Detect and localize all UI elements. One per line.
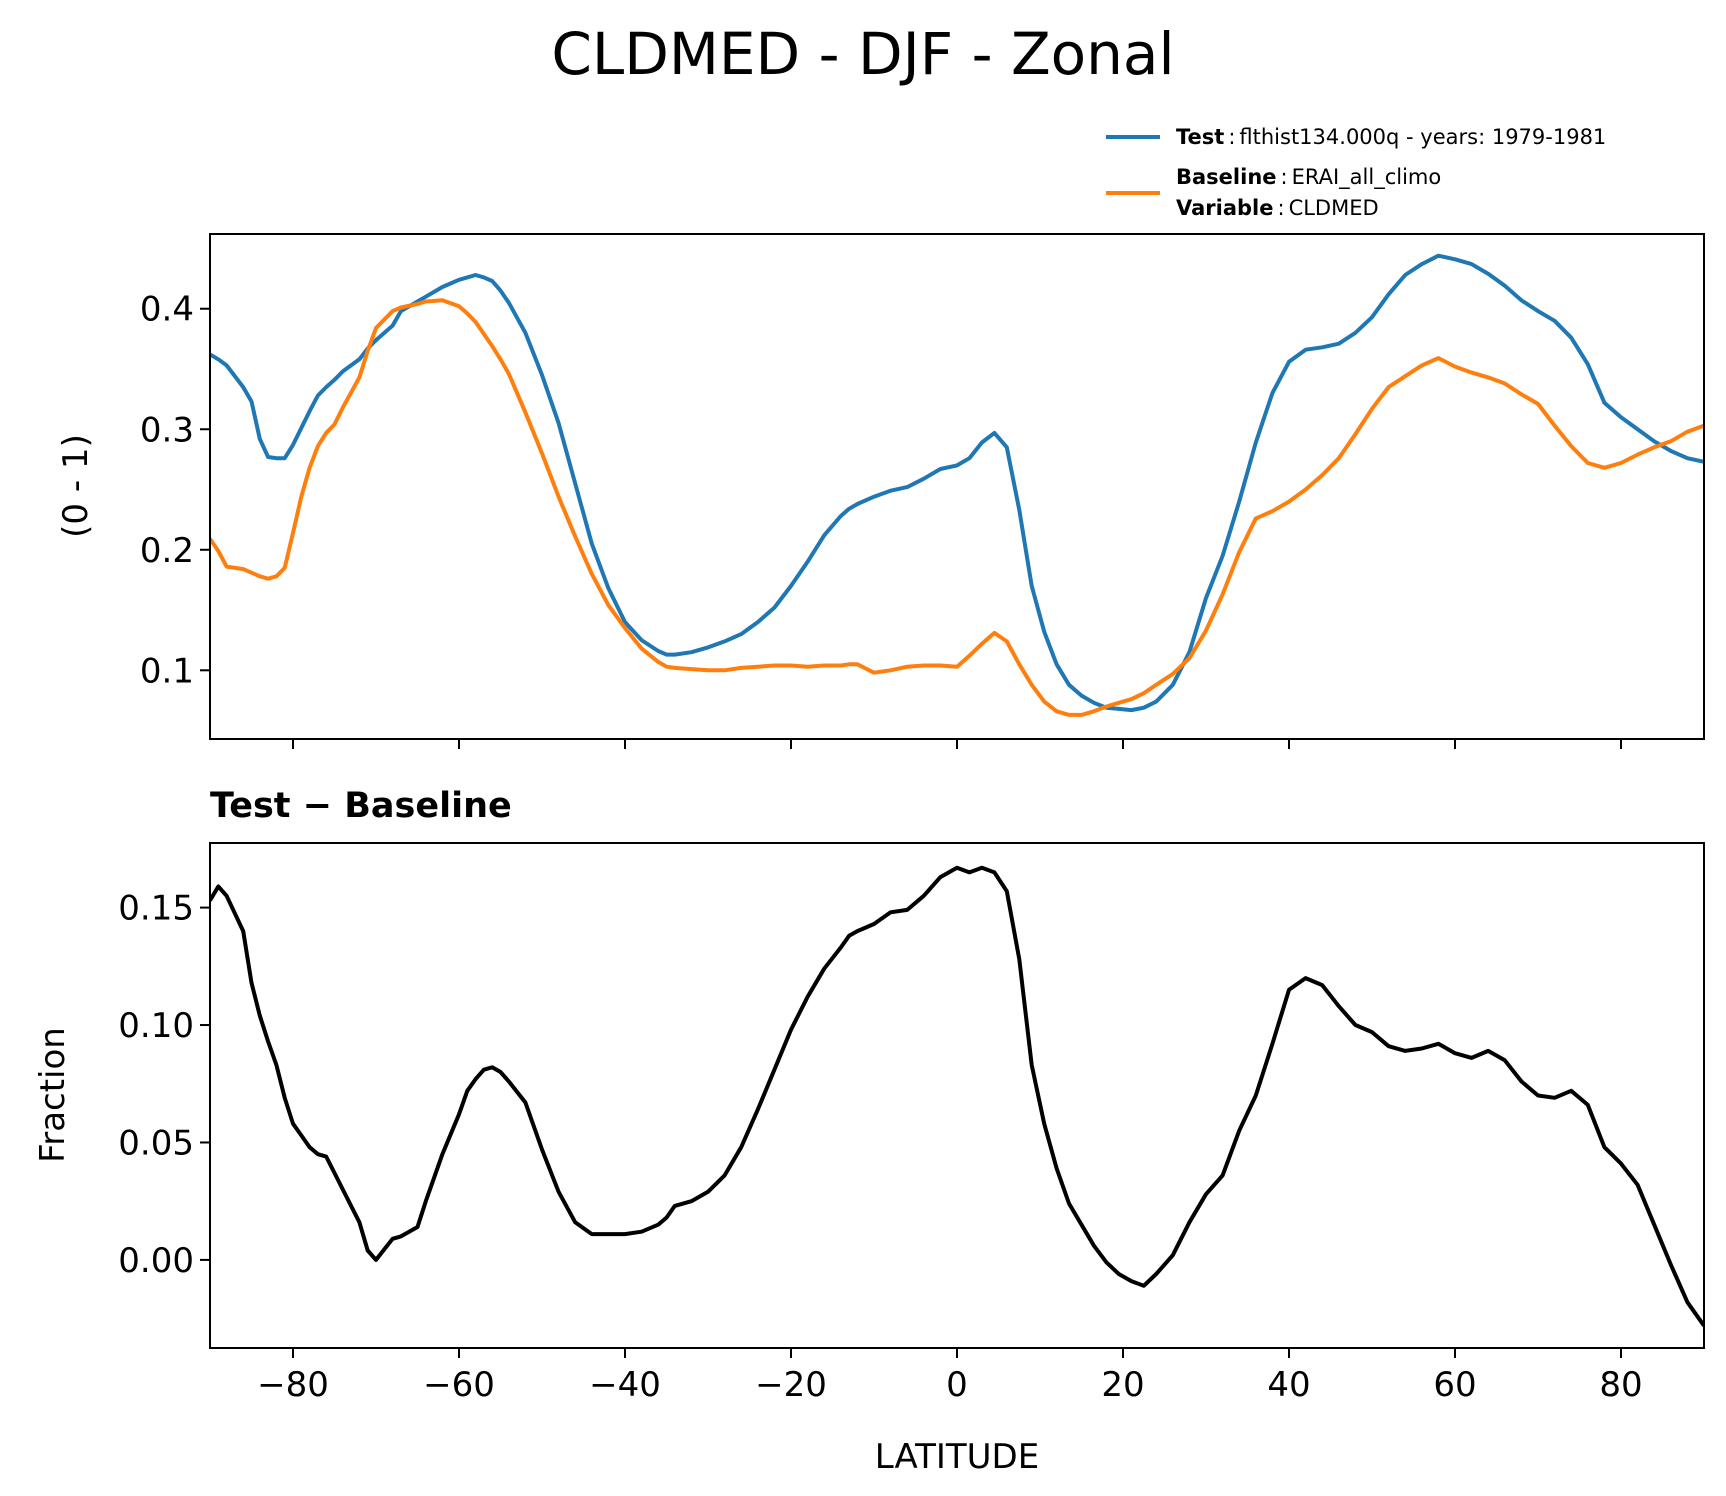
top-ytick-label: 0.1 bbox=[140, 651, 194, 691]
bottom-ylabel: Fraction bbox=[33, 1027, 73, 1163]
bottom-ytick-label: 0.15 bbox=[118, 889, 194, 929]
top-y-ticks: 0.1 0.2 0.3 0.4 bbox=[140, 290, 210, 691]
top-ytick-label: 0.3 bbox=[140, 410, 194, 450]
legend-test-label: Test: flthist134.000q - years: 1979-1981 bbox=[1176, 125, 1606, 149]
series-line-test-baseline bbox=[210, 865, 1704, 1327]
legend-variable-label: Variable: CLDMED bbox=[1176, 196, 1379, 220]
top-ytick-label: 0.4 bbox=[140, 290, 194, 330]
bottom-xtick-label: 80 bbox=[1599, 1365, 1642, 1405]
bottom-xtick-label: 60 bbox=[1433, 1365, 1476, 1405]
bottom-panel: Test − Baseline 0.000.050.100.15 −80 −60−… bbox=[33, 786, 1705, 1477]
bottom-ytick-label: 0.05 bbox=[118, 1123, 194, 1163]
series-line-baseline bbox=[210, 298, 1704, 717]
bottom-xtick-label: 40 bbox=[1267, 1365, 1310, 1405]
bottom-x-ticks: −80 −60 −40 −20 0 20 40 60 80 bbox=[257, 1348, 1643, 1405]
legend: Test: flthist134.000q - years: 1979-1981 … bbox=[1106, 125, 1606, 220]
top-axes-frame bbox=[209, 233, 1705, 740]
bottom-xtick-label: 0 bbox=[946, 1365, 968, 1405]
bottom-xtick-label: −40 bbox=[589, 1365, 661, 1405]
bottom-xtick-label: 20 bbox=[1101, 1365, 1144, 1405]
series-line-test bbox=[210, 253, 1704, 713]
bottom-axes-frame bbox=[209, 842, 1705, 1349]
bottom-ytick-label: 0.00 bbox=[118, 1241, 194, 1281]
bottom-ytick-label: 0.10 bbox=[118, 1006, 194, 1046]
top-panel: 0.1 0.2 0.3 0.4 (0 - 1) bbox=[56, 233, 1705, 749]
top-series bbox=[210, 253, 1704, 717]
top-ylabel: (0 - 1) bbox=[56, 434, 96, 538]
bottom-xtick-label: −20 bbox=[755, 1365, 827, 1405]
legend-baseline-label: Baseline: ERAI_all_climo bbox=[1176, 165, 1441, 190]
bottom-xlabel: LATITUDE bbox=[875, 1437, 1039, 1477]
bottom-xtick-label: −60 bbox=[423, 1365, 495, 1405]
top-x-ticks bbox=[292, 739, 1622, 749]
bottom-series bbox=[210, 865, 1704, 1327]
top-ytick-label: 0.2 bbox=[140, 531, 194, 571]
figure-title: CLDMED - DJF - Zonal bbox=[551, 20, 1174, 88]
bottom-y-ticks: 0.00 0.05 0.10 0.15 bbox=[118, 889, 210, 1281]
bottom-xtick-label: −80 bbox=[257, 1365, 329, 1405]
bottom-subtitle: Test − Baseline bbox=[210, 786, 512, 826]
